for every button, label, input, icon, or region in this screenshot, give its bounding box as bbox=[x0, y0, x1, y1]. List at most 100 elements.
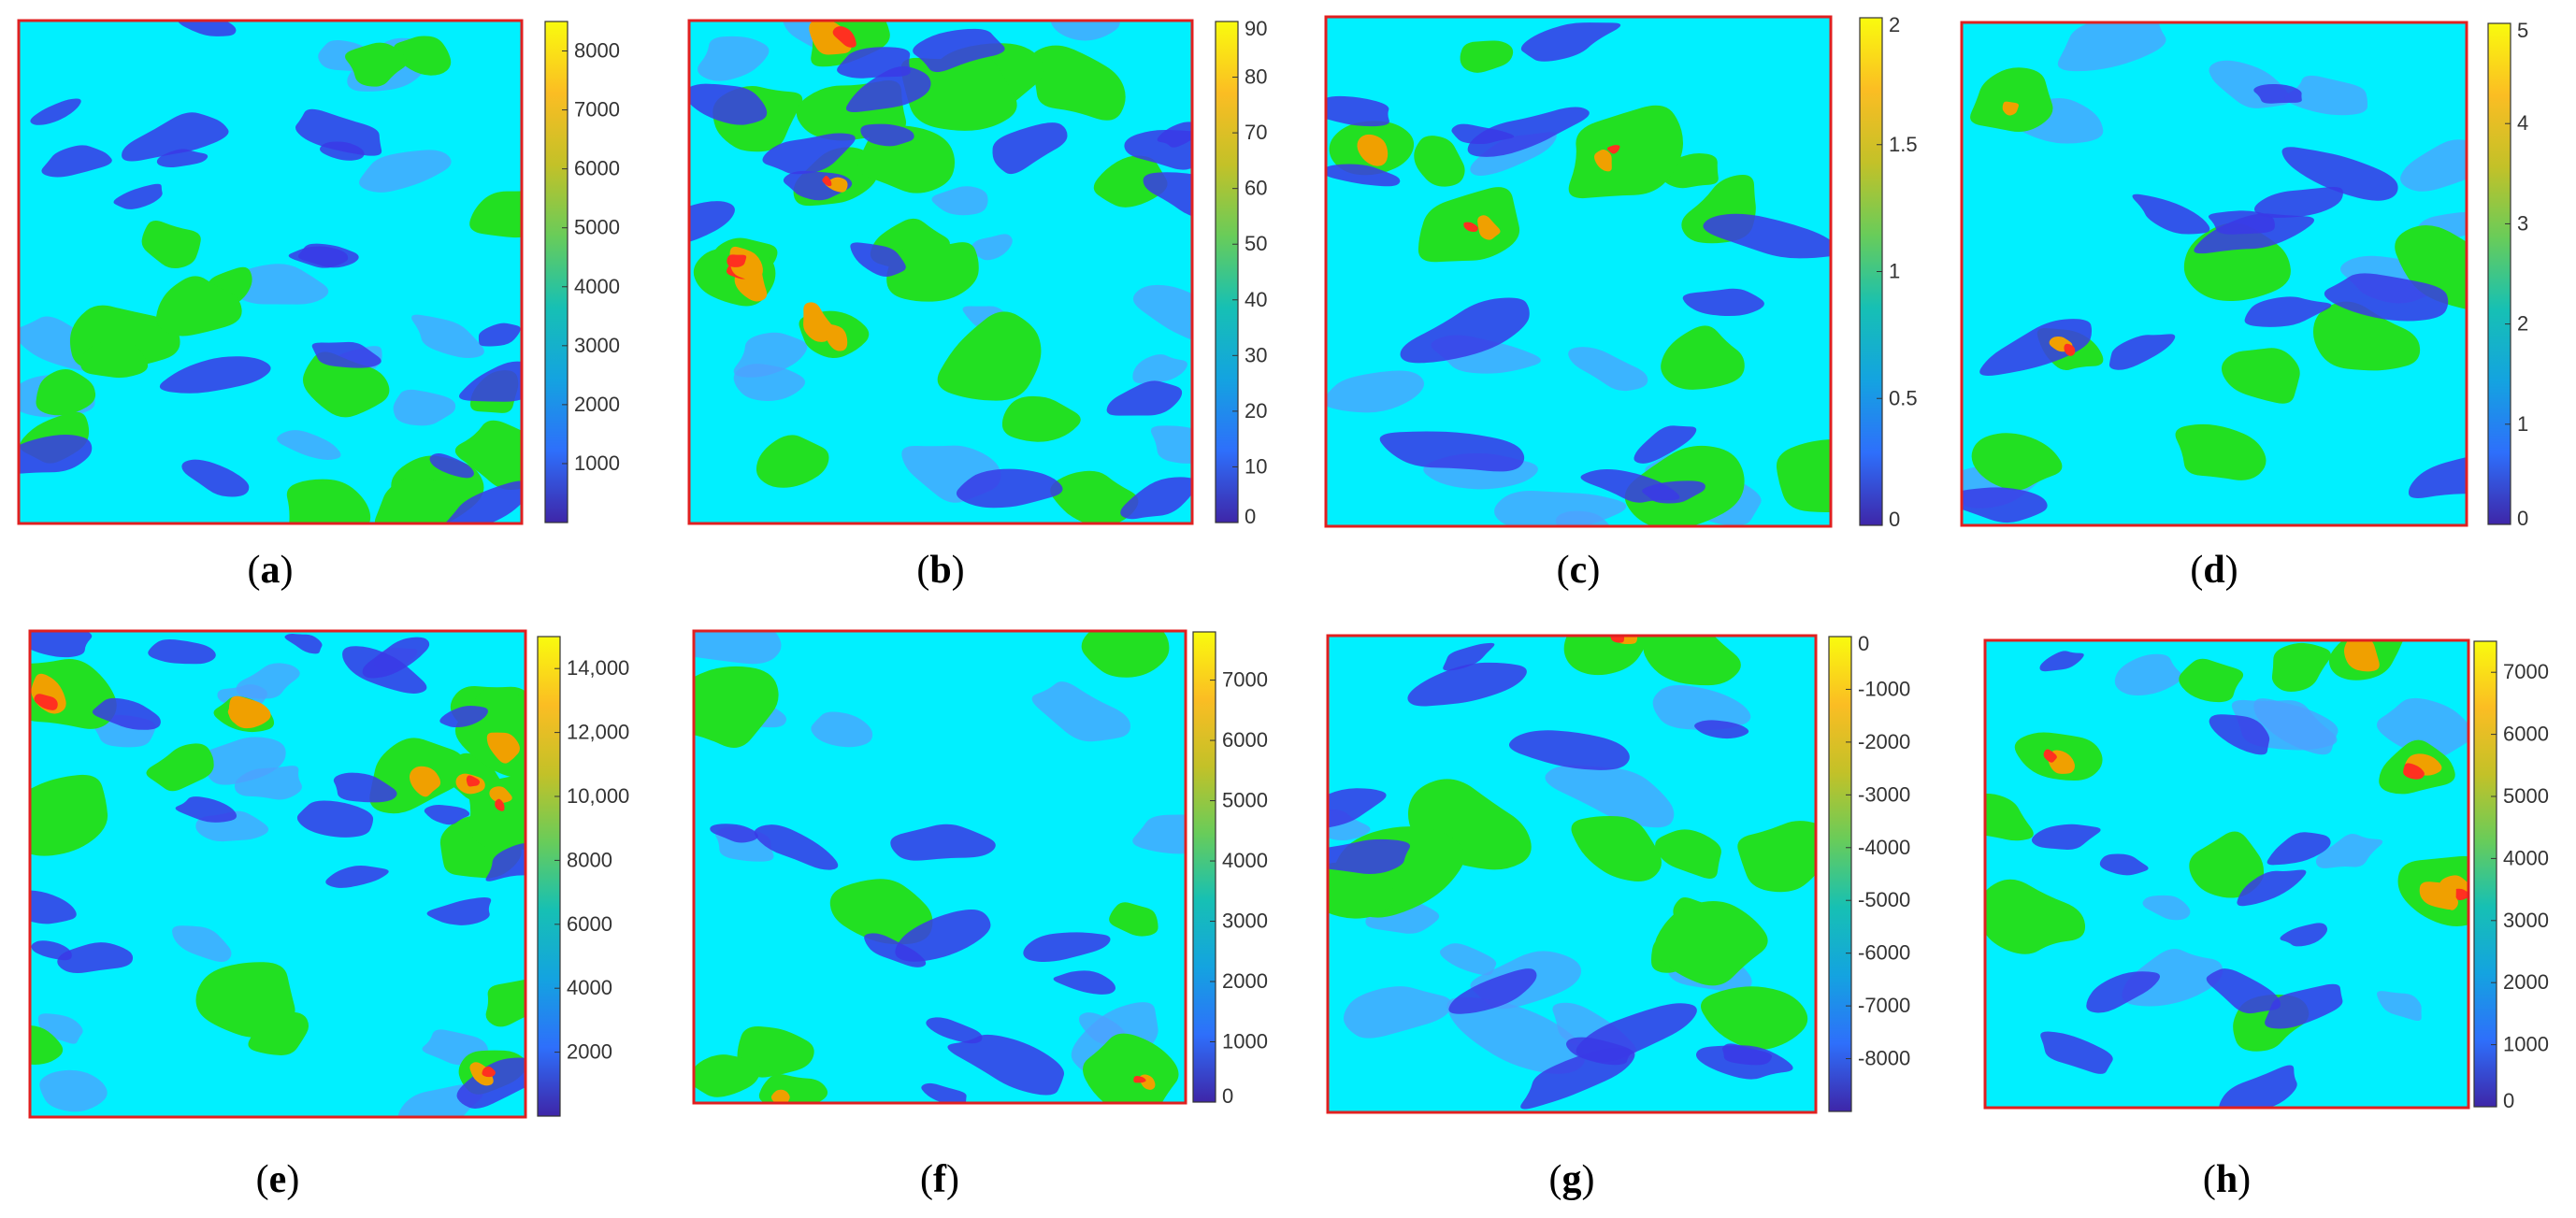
low-region-h-4 bbox=[2376, 991, 2422, 1022]
deep-region-e-1 bbox=[148, 638, 216, 665]
high-region-e-7 bbox=[228, 695, 271, 728]
mid-region-b-5 bbox=[756, 435, 829, 488]
low-region-f-4 bbox=[1031, 681, 1130, 742]
deep-region-a-15 bbox=[30, 98, 81, 125]
colorbar-gradient-f bbox=[1192, 631, 1216, 1103]
deep-region-b-14 bbox=[762, 133, 856, 175]
colorbar-e: 2000 4000 6000 8000 10,000 12,000 14,000 bbox=[537, 636, 629, 1117]
deep-region-a-14 bbox=[122, 112, 229, 162]
colorbar-tick-label-b-3: 30 bbox=[1245, 343, 1267, 366]
deep-region-d-4 bbox=[2281, 147, 2398, 201]
deep-region-g-7 bbox=[1722, 1043, 1773, 1066]
deep-region-f-9 bbox=[864, 933, 927, 967]
deep-region-c-9 bbox=[1379, 431, 1525, 472]
panel-letter-g: g bbox=[1561, 1158, 1582, 1201]
deep-region-a-11 bbox=[444, 480, 522, 523]
mid-region-c-1 bbox=[1460, 40, 1514, 73]
mid-region-a-12 bbox=[374, 475, 453, 523]
mid-region-f-2 bbox=[1109, 902, 1158, 937]
deep-region-h-7 bbox=[2031, 824, 2101, 851]
panel-letter-e: e bbox=[268, 1158, 287, 1201]
deep-region-a-9 bbox=[459, 361, 522, 402]
peak-region-g-0 bbox=[1610, 636, 1625, 643]
colorbar-tick-label-d-3: 3 bbox=[2517, 211, 2528, 235]
low-region-f-7 bbox=[694, 631, 782, 665]
colorbar-tick-label-c-0: 0 bbox=[1889, 508, 1900, 531]
mid-region-g-7 bbox=[1328, 862, 1395, 919]
low-region-c-3 bbox=[1568, 347, 1648, 392]
deep-region-b-8 bbox=[689, 201, 735, 242]
deep-region-d-11 bbox=[2324, 273, 2449, 322]
peak-region-b-2 bbox=[822, 176, 832, 187]
heatmap-field-a bbox=[19, 21, 522, 523]
mid-region-e-10 bbox=[485, 979, 525, 1027]
colorbar-a: 1000 2000 3000 4000 5000 6000 7000 8000 bbox=[544, 21, 620, 523]
mid-region-a-10 bbox=[36, 369, 96, 416]
peak-region-h-2 bbox=[2043, 749, 2057, 763]
heatmap-field-d bbox=[1962, 22, 2467, 525]
low-region-f-0 bbox=[1132, 814, 1186, 854]
mid-region-a-3 bbox=[141, 221, 201, 269]
colorbar-tick-label-b-5: 50 bbox=[1245, 232, 1267, 255]
colorbar-tick-label-f-0: 0 bbox=[1222, 1084, 1233, 1108]
colorbar-tick-label-g-4: -4000 bbox=[1858, 836, 1910, 859]
deep-region-e-15 bbox=[426, 897, 492, 925]
deep-region-d-3 bbox=[2408, 456, 2467, 498]
colorbar-tick-label-h-5: 5000 bbox=[2503, 784, 2549, 808]
mid-region-g-10 bbox=[1655, 901, 1768, 986]
deep-region-h-0 bbox=[2209, 714, 2270, 755]
colorbar-tick-label-a-5: 6000 bbox=[574, 157, 620, 180]
peak-region-e-4 bbox=[34, 694, 58, 710]
deep-region-h-10 bbox=[2280, 923, 2328, 947]
colorbar-tick-label-h-0: 0 bbox=[2503, 1089, 2514, 1112]
peak-region-c-0 bbox=[1463, 222, 1478, 233]
mid-region-a-5 bbox=[302, 351, 390, 418]
low-region-h-6 bbox=[2142, 895, 2191, 921]
colorbar-tick-label-g-2: -6000 bbox=[1858, 941, 1910, 965]
colorbar-gradient-e bbox=[537, 636, 561, 1117]
deep-region-f-8 bbox=[895, 909, 991, 962]
colorbar-b: 0 10 20 30 40 50 60 70 80 90 bbox=[1215, 17, 1267, 528]
low-region-h-0 bbox=[2377, 697, 2468, 758]
colorbar-gradient-g bbox=[1828, 636, 1852, 1112]
mid-region-b-0 bbox=[1029, 45, 1126, 121]
colorbar-tick-label-c-4: 2 bbox=[1889, 13, 1900, 36]
low-region-b-7 bbox=[1132, 284, 1192, 340]
colorbar-c: 0 0.5 1 1.5 2 bbox=[1859, 13, 1918, 531]
peak-region-b-0 bbox=[832, 26, 856, 48]
mid-region-e-3 bbox=[30, 1025, 64, 1065]
deep-region-e-12 bbox=[325, 865, 389, 888]
high-region-e-5 bbox=[409, 766, 441, 797]
deep-region-h-1 bbox=[2039, 651, 2084, 672]
low-region-b-5 bbox=[1132, 354, 1187, 384]
colorbar-tick-label-a-3: 4000 bbox=[574, 275, 620, 298]
deep-region-b-10 bbox=[689, 83, 768, 125]
heatmap-frame-e bbox=[28, 629, 527, 1119]
deep-region-f-3 bbox=[921, 1082, 967, 1103]
deep-region-a-2 bbox=[177, 21, 237, 36]
colorbar-tick-label-f-3: 3000 bbox=[1222, 910, 1268, 933]
deep-region-a-6 bbox=[429, 453, 474, 479]
peak-region-b-3 bbox=[727, 254, 747, 267]
deep-region-e-14 bbox=[439, 705, 488, 728]
mid-region-c-5 bbox=[1776, 439, 1831, 512]
deep-region-f-6 bbox=[947, 1034, 1065, 1096]
panel-letter-h: h bbox=[2215, 1158, 2238, 1201]
deep-region-e-3 bbox=[92, 697, 161, 730]
colorbar-tick-label-g-1: -7000 bbox=[1858, 994, 1910, 1017]
colorbar-tick-label-e-3: 8000 bbox=[567, 848, 612, 871]
heatmap-frame-a bbox=[17, 19, 524, 525]
deep-region-g-3 bbox=[1443, 642, 1495, 671]
colorbar-gradient-d bbox=[2487, 22, 2511, 525]
colorbar-tick-label-d-5: 5 bbox=[2517, 19, 2528, 42]
low-region-g-2 bbox=[1439, 943, 1497, 976]
low-region-c-5 bbox=[1326, 370, 1424, 413]
high-region-b-5 bbox=[825, 323, 848, 351]
mid-region-f-4 bbox=[694, 666, 779, 748]
colorbar-d: 0 1 2 3 4 5 bbox=[2487, 19, 2528, 530]
